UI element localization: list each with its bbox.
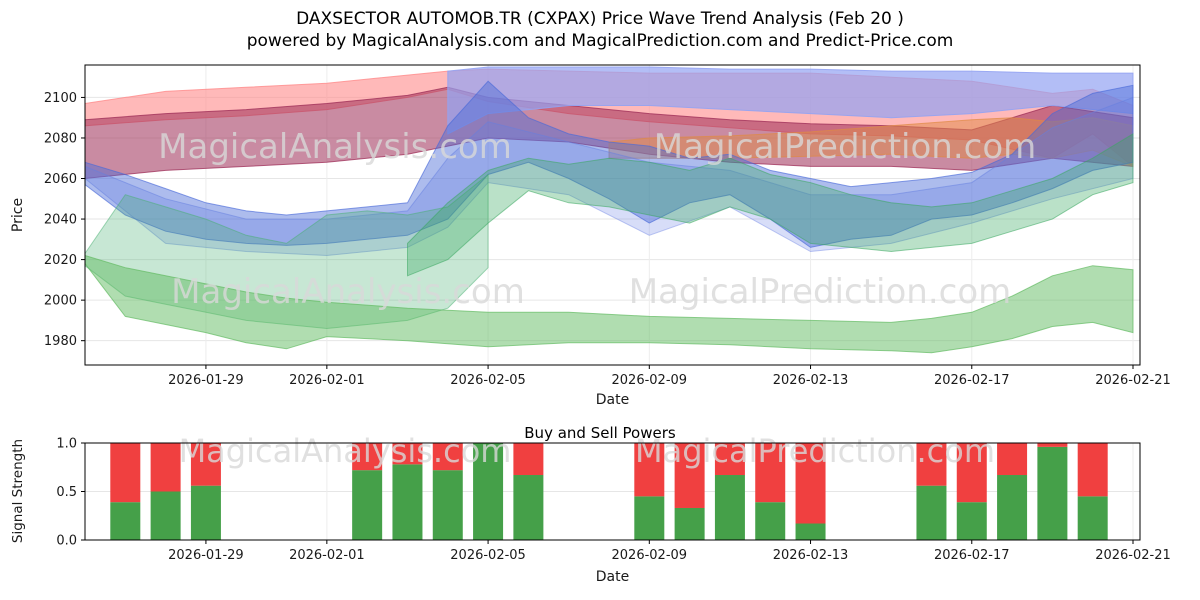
bar-sell-segment [432, 443, 463, 471]
bar-sell-segment [674, 443, 705, 508]
bar-buy-segment [755, 502, 786, 540]
bar-buy-segment [674, 507, 705, 540]
bar-sell-segment [795, 443, 826, 524]
bar-sell-segment [956, 443, 987, 503]
signal-ytick-label: 0.5 [56, 485, 77, 500]
watermark-text: MagicalPrediction.com [654, 127, 1037, 167]
bar-buy-segment [392, 464, 423, 540]
watermark-text: MagicalAnalysis.com [171, 272, 525, 312]
watermark-text: MagicalAnalysis.com [179, 432, 512, 470]
bar-buy-segment [916, 485, 947, 540]
price-ytick-label: 1980 [44, 334, 77, 349]
watermark-text: MagicalAnalysis.com [158, 127, 512, 167]
watermark-bottom: MagicalAnalysis.com MagicalPrediction.com [179, 432, 995, 470]
bar-sell-segment [352, 443, 383, 471]
bar-buy-segment [432, 470, 463, 540]
bar-sell-segment [755, 443, 786, 503]
price-plot-frame [84, 64, 1141, 366]
watermark-top: MagicalAnalysis.com MagicalPrediction.com… [158, 127, 1036, 312]
price-axes: 1980 2000 2020 2040 2060 2080 2100 2026-01-29 20… [10, 91, 1171, 408]
bar-sell-segment [997, 443, 1028, 476]
bar-buy-segment [795, 523, 826, 540]
price-ytick-label: 2040 [44, 213, 77, 228]
bar-sell-segment [110, 443, 141, 503]
bar-sell-segment [392, 443, 423, 465]
bar-sell-segment [513, 443, 544, 476]
bar-buy-segment [634, 496, 665, 540]
price-xlabel: Date [596, 392, 629, 408]
figure-title-line1: DAXSECTOR AUTOMOB.TR (CXPAX) Price Wave … [296, 9, 904, 29]
green-low-band [84, 254, 1134, 354]
bar-buy-segment [473, 443, 504, 540]
signal-chart: MagicalAnalysis.com MagicalPrediction.com… [10, 432, 1171, 585]
watermark-text: MagicalPrediction.com [635, 432, 995, 470]
signal-xlabel: Date [596, 569, 629, 585]
bar-buy-segment [997, 475, 1028, 540]
bar-sell-segment [1037, 443, 1068, 447]
signal-xtick-label: 2026-02-21 [1095, 548, 1171, 563]
price-ytick-label: 2080 [44, 131, 77, 146]
bar-buy-segment [1077, 496, 1108, 540]
price-xtick-label: 2026-01-29 [168, 373, 244, 388]
signal-xtick-label: 2026-02-17 [934, 548, 1010, 563]
signal-xtick-label: 2026-02-13 [773, 548, 849, 563]
price-xtick-label: 2026-02-01 [289, 373, 365, 388]
bar-buy-segment [110, 502, 141, 540]
signal-xtick-label: 2026-02-09 [612, 548, 688, 563]
figure-title-line2: powered by MagicalAnalysis.com and Magic… [246, 31, 954, 52]
signal-bars [110, 443, 1108, 540]
price-xtick-label: 2026-02-21 [1095, 373, 1171, 388]
bar-sell-segment [634, 443, 665, 497]
price-chart: MagicalAnalysis.com MagicalPrediction.com… [10, 64, 1171, 408]
price-ytick-label: 2000 [44, 294, 77, 309]
price-ytick-label: 2060 [44, 172, 77, 187]
price-ytick-label: 2020 [44, 253, 77, 268]
bar-buy-segment [956, 502, 987, 540]
price-ytick-label: 2100 [44, 91, 77, 106]
bar-sell-segment [190, 443, 221, 486]
price-ylabel: Price [10, 198, 26, 232]
green-mid-band [407, 133, 1134, 277]
watermark-text: MagicalPrediction.com [629, 272, 1012, 312]
signal-xtick-label: 2026-02-05 [450, 548, 526, 563]
bar-sell-segment [714, 443, 745, 476]
bar-chart-title: Buy and Sell Powers [524, 424, 676, 442]
bar-buy-segment [714, 475, 745, 540]
price-xtick-label: 2026-02-09 [612, 373, 688, 388]
bar-buy-segment [150, 491, 181, 540]
bar-sell-segment [1077, 443, 1108, 497]
bar-buy-segment [190, 485, 221, 540]
bar-buy-segment [1037, 446, 1068, 540]
bar-buy-segment [513, 475, 544, 540]
signal-ytick-label: 1.0 [56, 437, 77, 452]
price-xtick-label: 2026-02-13 [773, 373, 849, 388]
signal-xtick-label: 2026-02-01 [289, 548, 365, 563]
price-xtick-label: 2026-02-05 [450, 373, 526, 388]
price-xtick-label: 2026-02-17 [934, 373, 1010, 388]
signal-xtick-label: 2026-01-29 [168, 548, 244, 563]
bar-sell-segment [150, 443, 181, 492]
price-bands [84, 66, 1134, 354]
signal-ytick-label: 0.0 [56, 534, 77, 549]
signal-axes: 0.0 0.5 1.0 2026-01-29 2026-02-01 2026-02-05 2… [10, 437, 1171, 586]
bar-sell-segment [916, 443, 947, 486]
bar-buy-segment [352, 470, 383, 540]
figure-title: DAXSECTOR AUTOMOB.TR (CXPAX) Price Wave … [0, 8, 1200, 53]
signal-ylabel: Signal Strength [10, 439, 26, 543]
